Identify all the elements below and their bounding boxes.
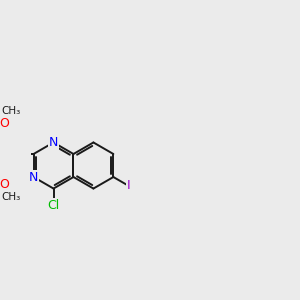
Text: Cl: Cl <box>47 199 60 212</box>
Text: N: N <box>49 136 58 149</box>
Text: O: O <box>0 178 9 191</box>
Text: CH₃: CH₃ <box>2 192 21 202</box>
Text: N: N <box>29 170 38 184</box>
Text: CH₃: CH₃ <box>2 106 21 116</box>
Text: I: I <box>127 179 130 192</box>
Text: O: O <box>0 117 9 130</box>
